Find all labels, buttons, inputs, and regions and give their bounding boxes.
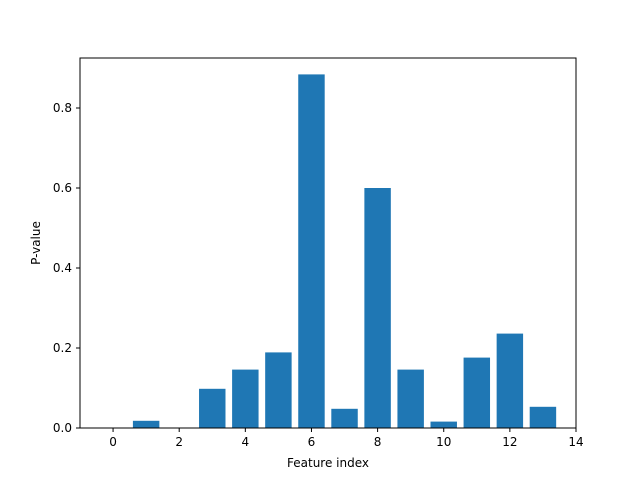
x-axis-label: Feature index: [287, 456, 369, 470]
x-tick-label: 12: [502, 435, 517, 449]
bar-feature-5: [265, 352, 292, 428]
bar-feature-9: [397, 369, 424, 428]
bar-feature-1: [132, 420, 160, 428]
bar-feature-4: [232, 369, 259, 428]
bar-feature-6: [298, 74, 325, 429]
x-tick-label: 8: [374, 435, 382, 449]
y-tick-label: 0.6: [53, 181, 72, 195]
bar-feature-7: [331, 408, 358, 428]
x-tick-label: 10: [436, 435, 451, 449]
y-tick-label: 0.2: [53, 341, 72, 355]
y-tick-label: 0.0: [53, 421, 72, 435]
y-tick-label: 0.8: [53, 101, 72, 115]
y-tick-label: 0.4: [53, 261, 72, 275]
bar-feature-10: [430, 421, 457, 428]
x-axis-ticks: 0 2 4 6 8 10 12 14: [109, 428, 584, 449]
bar-feature-3: [199, 388, 226, 428]
bar-feature-11: [463, 357, 491, 428]
y-axis-label: P-value: [29, 221, 43, 265]
x-tick-label: 0: [109, 435, 117, 449]
x-tick-label: 6: [308, 435, 316, 449]
bar-feature-8: [364, 188, 391, 428]
bar-feature-13: [529, 406, 557, 428]
plot-frame: [79, 57, 577, 429]
bars-group: [132, 74, 557, 429]
y-axis-ticks: 0.0 0.2 0.4 0.6 0.8: [53, 101, 80, 435]
x-tick-label: 2: [175, 435, 183, 449]
bar-feature-12: [496, 333, 524, 428]
x-tick-label: 4: [242, 435, 250, 449]
x-tick-label: 14: [568, 435, 583, 449]
